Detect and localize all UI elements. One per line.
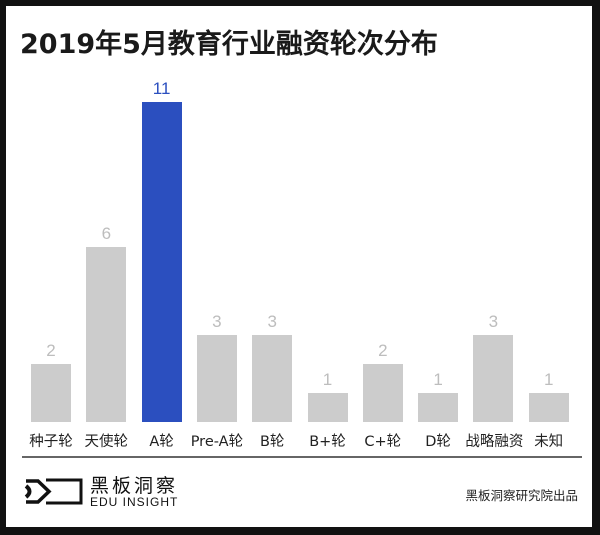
- category-label: D轮: [425, 434, 451, 450]
- bar: [362, 363, 403, 422]
- bar-value-label: 1: [433, 369, 443, 389]
- bar-value-label: 1: [543, 369, 554, 389]
- logo-english-name: EDU INSIGHT: [90, 495, 179, 509]
- bar: [252, 334, 293, 422]
- category-label: Pre-A轮: [190, 434, 244, 450]
- category-label: 天使轮: [84, 434, 129, 450]
- bar: [528, 392, 569, 422]
- bar-value-label: 2: [46, 340, 56, 360]
- bar-value-label: 2: [378, 340, 388, 360]
- bar: [31, 363, 71, 422]
- bar-plot: 2 种子轮 6 天使轮 11 A轮 3 Pre-A轮 3 B轮 1 B+轮 2 C+轮 1 D轮 3 战略融资 1 未…: [6, 6, 592, 527]
- bar: [473, 334, 514, 422]
- bar-value-label: 1: [322, 369, 333, 389]
- category-label: 战略融资: [465, 434, 524, 450]
- bar: [196, 334, 237, 422]
- category-label: A轮: [149, 434, 174, 450]
- category-label: C+轮: [364, 434, 402, 450]
- bar-value-label: 3: [267, 311, 277, 331]
- chart-title: 2019年5月教育行业融资轮次分布: [20, 29, 438, 60]
- bar-value-label: 3: [212, 311, 222, 331]
- logo-chinese-name: 黑板洞察: [90, 475, 179, 497]
- bar: [86, 247, 127, 422]
- eye-chevron-icon: [24, 478, 83, 505]
- category-label: 未知: [534, 434, 564, 450]
- category-label: B+轮: [309, 434, 346, 450]
- bar: [418, 392, 459, 422]
- bar: [307, 392, 348, 422]
- bar: [141, 102, 182, 422]
- bar-value-label: 3: [488, 311, 499, 331]
- bar-value-label: 11: [152, 79, 171, 98]
- bar-value-label: 6: [101, 224, 112, 244]
- source-credit: 黑板洞察研究院出品: [465, 488, 578, 503]
- chart-card: 2019年5月教育行业融资轮次分布 2 种子轮 6 天使轮 11 A轮 3 Pre-A轮 3 B轮…: [6, 6, 592, 527]
- brand-logo: 黑板洞察 EDU INSIGHT: [24, 471, 184, 513]
- category-label: 种子轮: [29, 434, 73, 450]
- x-axis-line: [22, 456, 582, 458]
- category-label: B轮: [259, 434, 285, 450]
